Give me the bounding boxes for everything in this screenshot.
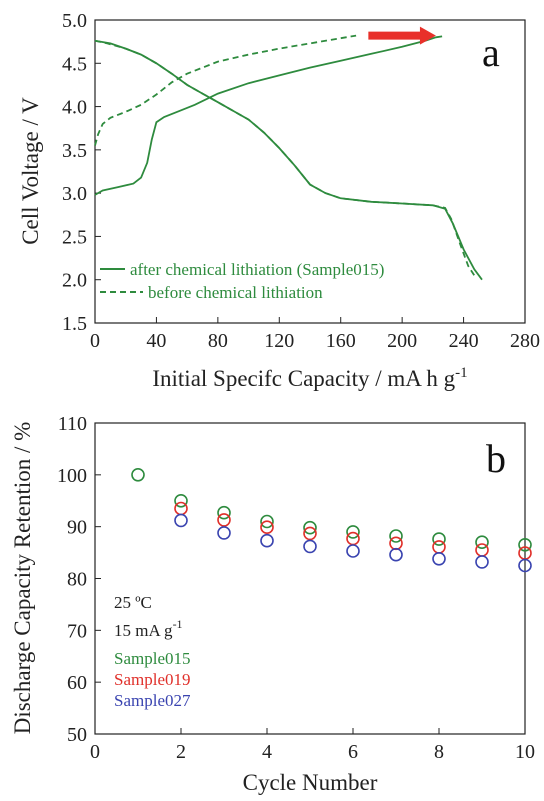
panel-b-points <box>131 467 532 573</box>
point-sample015 <box>475 535 489 550</box>
panel-a-frame <box>94 19 526 324</box>
point-sample019 <box>174 501 188 516</box>
b-ytick-label: 50 <box>67 724 87 746</box>
point-sample027 <box>389 547 403 562</box>
point-sample027 <box>475 555 489 569</box>
point-sample015 <box>303 520 317 535</box>
legend-label-after: after chemical lithiation (Sample015) <box>130 260 384 279</box>
curve-before-charge <box>94 34 357 146</box>
panel-b-label: b <box>486 436 506 481</box>
a-ytick-label: 3.5 <box>62 140 87 162</box>
point-sample027 <box>432 551 446 566</box>
point-sample015 <box>217 505 231 520</box>
point-sample019 <box>475 543 489 557</box>
point-sample015 <box>346 525 360 539</box>
panel-b: 0 2 4 6 8 10 50 60 70 80 90 100 110 b 25 ºC 15 mA g-… <box>10 413 535 795</box>
b-ytick-label: 100 <box>57 465 87 487</box>
panel-b-ticks: 0 2 4 6 8 10 50 60 70 80 90 100 110 <box>57 413 535 763</box>
b-xtick-label: 2 <box>176 741 186 763</box>
b-xtick-label: 10 <box>515 741 535 763</box>
capacity-arrow-head <box>419 26 436 45</box>
point-sample027 <box>260 533 274 548</box>
b-ytick-label: 80 <box>67 569 87 591</box>
panel-a-ylabel: Cell Voltage / V <box>18 97 43 245</box>
point-sample015 <box>389 529 403 543</box>
point-sample015 <box>432 532 446 546</box>
curve-after-discharge <box>94 39 483 281</box>
b-ytick-label: 70 <box>67 620 87 642</box>
panel-b-xlabel: Cycle Number <box>243 770 378 795</box>
point-sample015 <box>260 514 274 529</box>
point-sample015 <box>174 493 188 508</box>
curve-after-charge <box>94 35 443 196</box>
point-sample015 <box>518 537 532 552</box>
b-xtick-label: 4 <box>262 741 272 763</box>
a-xtick-label: 40 <box>146 330 166 352</box>
point-sample019 <box>432 540 446 554</box>
point-sample019 <box>260 520 274 535</box>
legend-label-sample027: Sample027 <box>114 691 191 710</box>
panel-a-legend: after chemical lithiation (Sample015) be… <box>100 260 384 302</box>
a-ytick-label: 4.0 <box>62 97 87 119</box>
curve-before-discharge <box>94 39 476 276</box>
b-ytick-label: 90 <box>67 517 87 539</box>
condition-current: 15 mA g-1 <box>114 617 183 640</box>
legend-label-before: before chemical lithiation <box>148 283 323 302</box>
legend-label-sample015: Sample015 <box>114 649 191 668</box>
b-xtick-label: 8 <box>434 741 444 763</box>
point-sample027 <box>174 513 188 528</box>
a-ytick-label: 5.0 <box>62 10 87 32</box>
a-xtick-label: 80 <box>208 330 228 352</box>
panel-a-ticks: 0 40 80 120 160 200 240 280 1.5 2.0 2.5 3.0 3.5 4.0 4.… <box>62 10 540 352</box>
point-sample027 <box>518 558 532 573</box>
a-xtick-label: 280 <box>510 330 540 352</box>
panel-a-xlabel: Initial Specifc Capacity / mA h g-1 <box>152 365 467 391</box>
point-sample019 <box>217 513 231 527</box>
a-xtick-label: 120 <box>264 330 294 352</box>
a-ytick-label: 2.0 <box>62 270 87 292</box>
b-ytick-label: 60 <box>67 672 87 694</box>
panel-a: 0 40 80 120 160 200 240 280 1.5 2.0 2.5 3.0 3.5 4.0 4.… <box>18 10 540 391</box>
a-xtick-label: 160 <box>326 330 356 352</box>
point-sample019 <box>303 526 317 541</box>
point-sample027 <box>303 539 317 554</box>
a-ytick-label: 4.5 <box>62 53 87 75</box>
a-xtick-label: 200 <box>387 330 417 352</box>
b-xtick-label: 6 <box>348 741 358 763</box>
a-ytick-label: 2.5 <box>62 226 87 248</box>
point-sample027 <box>217 526 231 540</box>
panel-a-arrow <box>368 26 436 45</box>
panel-b-annotation: 25 ºC 15 mA g-1 Sample015 Sample019 Samp… <box>114 593 191 710</box>
b-ytick-label: 110 <box>58 413 87 435</box>
panel-a-label: a <box>482 30 500 75</box>
a-xtick-label: 0 <box>90 330 100 352</box>
point-sample019 <box>389 536 403 551</box>
b-xtick-label: 0 <box>90 741 100 763</box>
a-xtick-label: 240 <box>449 330 479 352</box>
legend-label-sample019: Sample019 <box>114 670 191 689</box>
panel-a-curves <box>94 34 483 281</box>
a-ytick-label: 3.0 <box>62 183 87 205</box>
a-ytick-label: 1.5 <box>62 313 87 335</box>
point-sample015 <box>131 467 145 482</box>
condition-temperature: 25 ºC <box>114 593 152 612</box>
point-sample027 <box>346 544 360 558</box>
panel-b-ylabel: Discharge Capacity Retention / % <box>10 422 35 735</box>
